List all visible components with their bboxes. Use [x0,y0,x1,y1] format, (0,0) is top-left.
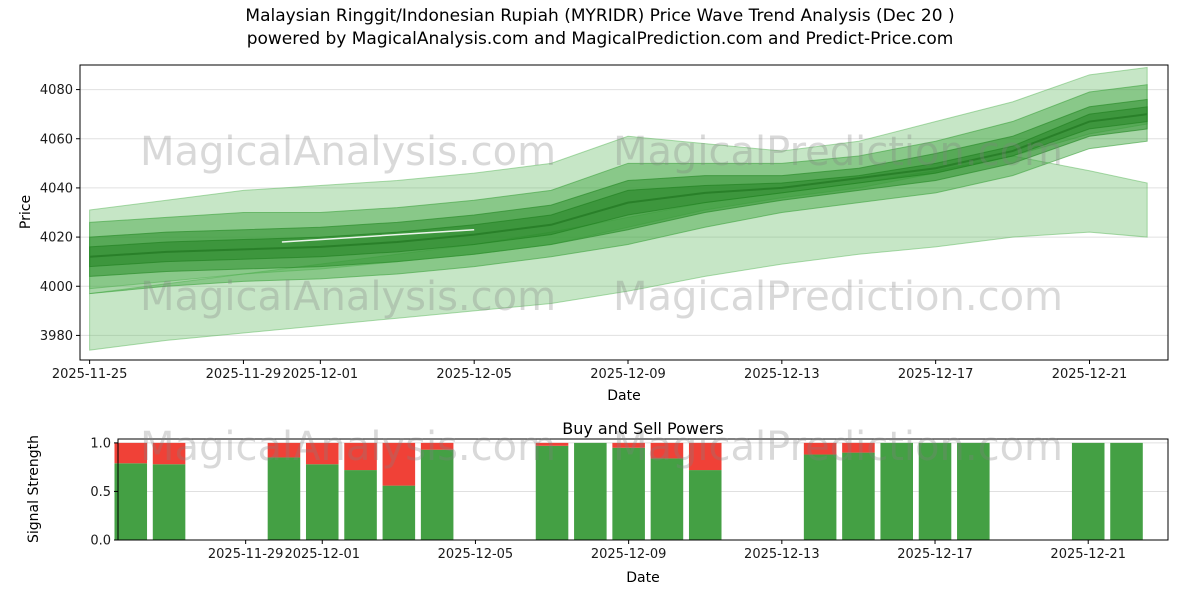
x-tick-label: 2025-12-01 [283,367,359,382]
sell-bar [842,442,875,453]
x-tick-label: 2025-12-05 [438,547,514,562]
buy-bar [535,445,569,540]
x-tick-label: 2025-11-29 [206,367,282,382]
chart-title: Malaysian Ringgit/Indonesian Rupiah (MYR… [245,6,955,26]
sell-bar [305,442,339,465]
y-tick-label: 4020 [40,231,73,246]
sell-bar [803,442,837,455]
buy-bar [612,447,645,540]
buy-bar [880,442,913,540]
x-tick-label: 2025-12-17 [897,547,973,562]
tick-labels: 2025-11-25 2025-11-29 2025-12-01 2025-12-05… [40,83,1127,382]
chart-subtitle: powered by MagicalAnalysis.com and Magic… [246,29,954,49]
sell-bar [382,442,416,486]
sell-bar [612,442,645,448]
buy-bar [114,463,148,540]
sell-bar [152,442,186,465]
median-line [89,113,1148,258]
x-tick-label: 2025-12-21 [1052,367,1128,382]
y-tick-label: 4000 [40,280,73,295]
power-chart: 2025-11-29 2025-12-01 2025-12-05 2025-12-09… [90,436,1169,562]
x-tick-label: 2025-11-25 [52,367,128,382]
y-tick-label: 4080 [40,83,73,98]
plot-border [79,64,1169,361]
buy-bar [420,449,454,540]
y-tick-label: 0.5 [90,485,111,500]
sell-bar [420,442,454,450]
buy-bar [305,464,339,540]
y-tick-label: 3980 [40,329,73,344]
buy-bar [574,442,607,540]
x-tick-label: 2025-12-09 [591,547,667,562]
x-tick-label: 2025-12-17 [898,367,974,382]
sell-bar [344,442,377,471]
tick-labels: 2025-11-29 2025-12-01 2025-12-05 2025-12-09… [90,436,1126,562]
price-bands [89,66,1148,351]
price-yaxis-label: Price [18,194,34,230]
power-xaxis-label: Date [626,570,660,586]
buy-bar [152,464,186,540]
x-tick-label: 2025-12-09 [590,367,666,382]
buy-bar [688,470,722,540]
x-tick-label: 2025-12-05 [436,367,512,382]
sell-bar [535,442,569,446]
buy-bar [650,458,684,540]
x-tick-label: 2025-12-01 [284,547,360,562]
plot-border [117,438,1169,541]
y-tick-label: 4040 [40,181,73,196]
price-chart: 2025-11-25 2025-11-29 2025-12-01 2025-12-05… [40,64,1169,382]
buy-bar [344,470,377,540]
y-tick-label: 0.0 [90,534,111,549]
power-chart-title: Buy and Sell Powers [562,419,724,438]
white-trend-line [281,228,475,243]
sell-bar [267,442,301,458]
buy-bar [267,457,301,540]
sell-bar [650,442,684,459]
buy-bar [918,442,952,540]
buy-bar [803,454,837,540]
x-tick-label: 2025-12-13 [744,367,820,382]
y-tick-label: 4060 [40,132,73,147]
x-tick-label: 2025-11-29 [208,547,284,562]
price-xaxis-label: Date [607,388,641,404]
buy-bar [842,452,875,540]
buy-bar [1110,442,1143,540]
core-band [89,98,1148,277]
x-tick-label: 2025-12-13 [744,547,820,562]
sell-bar [688,442,722,471]
power-bars [114,442,1143,540]
x-tick-label: 2025-12-21 [1050,547,1126,562]
buy-bar [1071,442,1105,540]
buy-bar [382,485,416,540]
y-tick-label: 1.0 [90,436,111,451]
power-yaxis-label: Signal Strength [26,434,42,544]
buy-bar [957,442,990,540]
sell-bar [114,442,148,464]
